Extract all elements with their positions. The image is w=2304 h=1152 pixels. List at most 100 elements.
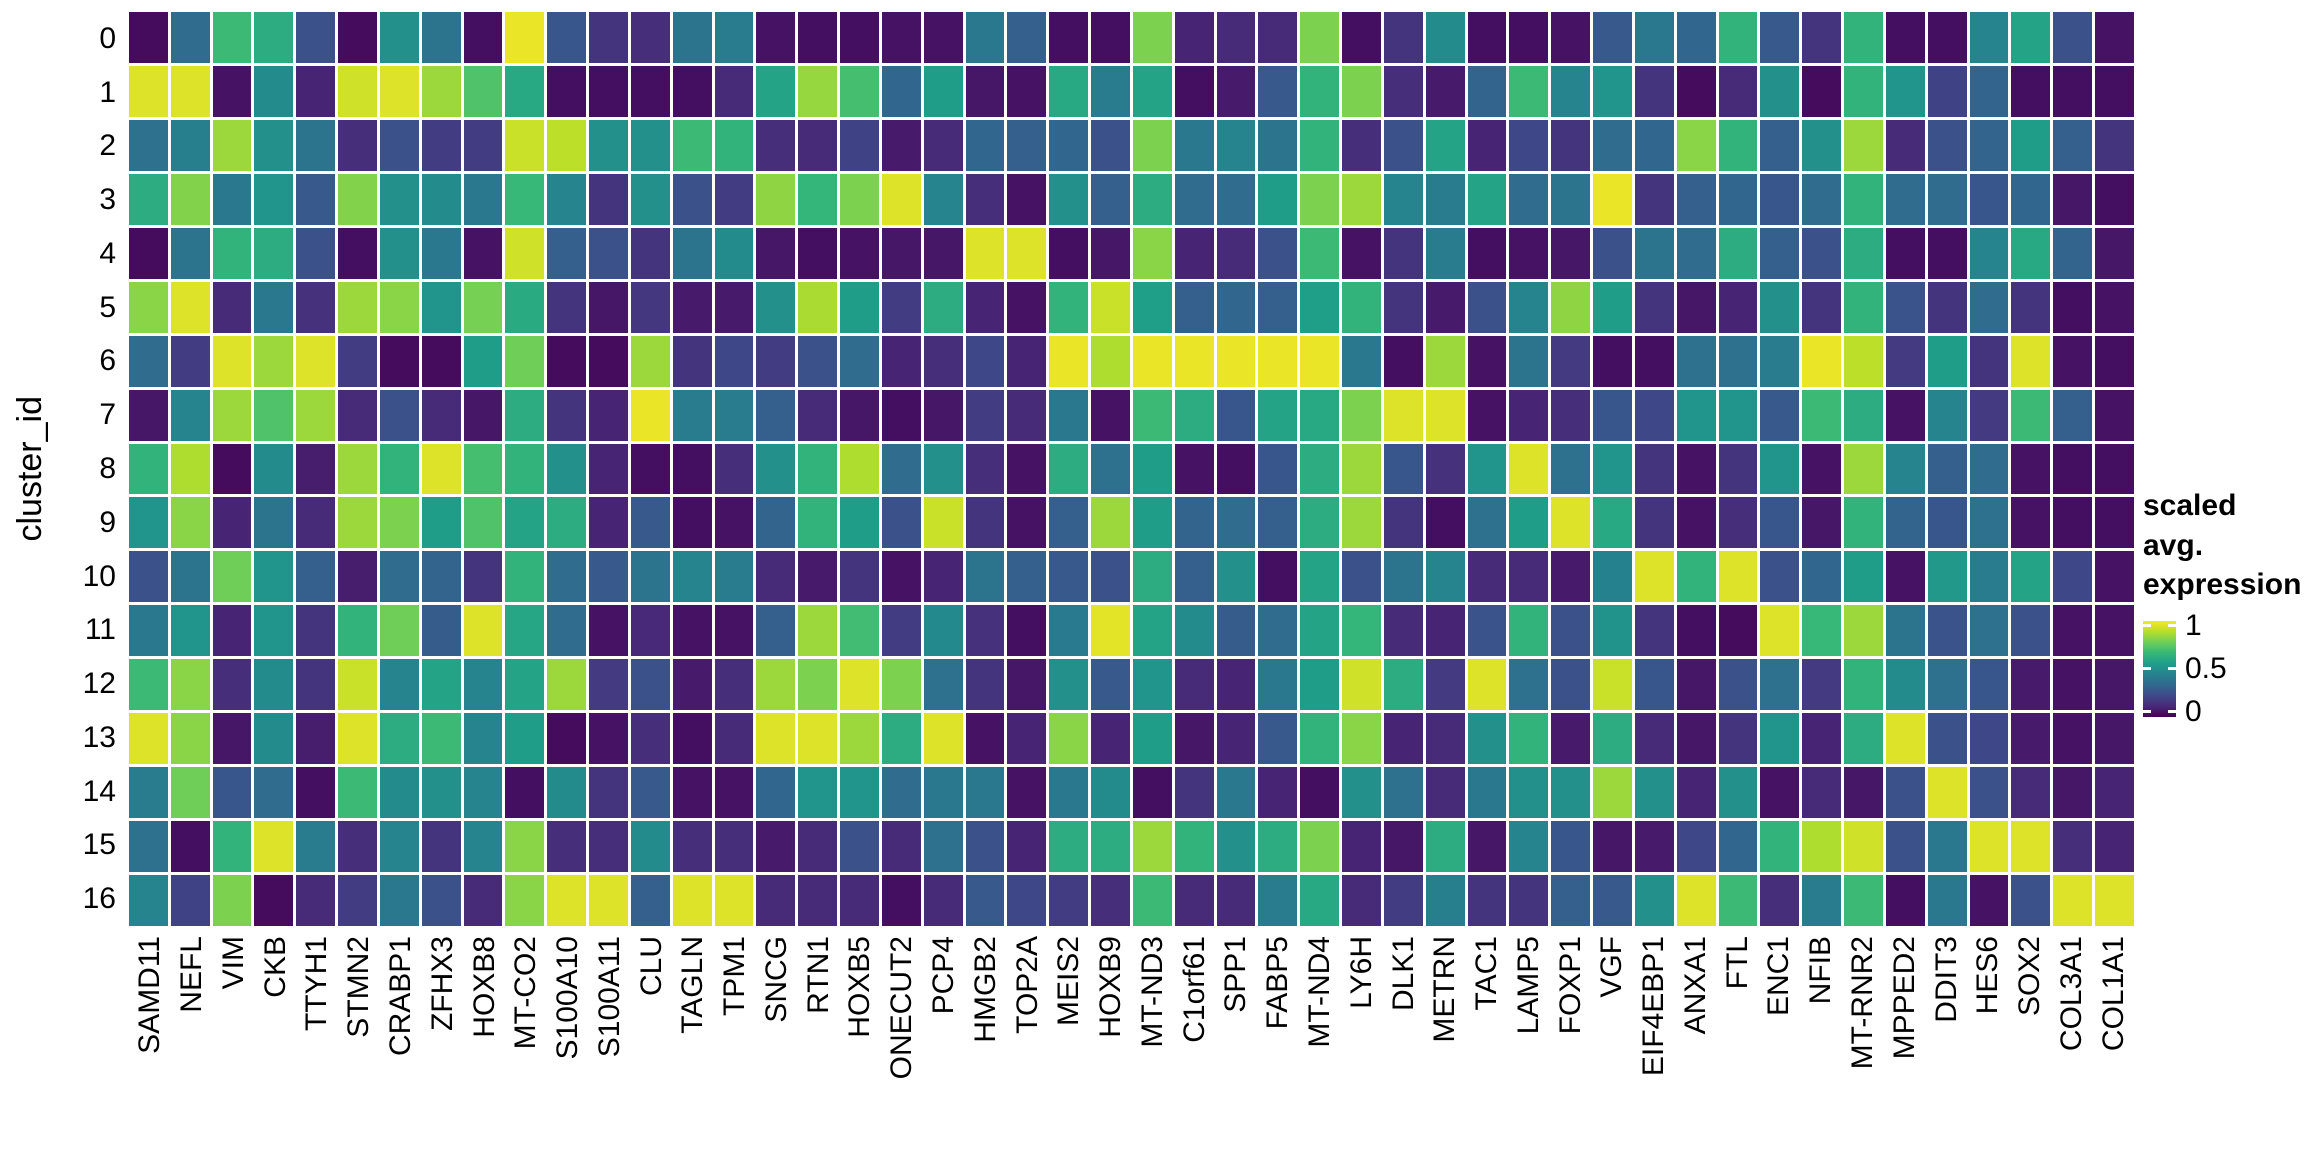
heatmap-cell <box>1969 227 2009 279</box>
heatmap-cell <box>1509 119 1549 171</box>
heatmap-cell <box>2011 227 2051 279</box>
heatmap-cell <box>505 821 545 873</box>
heatmap-cell <box>2095 767 2134 819</box>
heatmap-cell <box>1467 389 1507 441</box>
heatmap-cell <box>630 551 670 603</box>
heatmap-cell <box>923 821 963 873</box>
heatmap-cell <box>1885 443 1925 495</box>
heatmap-cell <box>1509 173 1549 225</box>
heatmap-cell <box>1216 713 1256 765</box>
heatmap-cell <box>630 119 670 171</box>
heatmap-cell <box>1425 389 1465 441</box>
heatmap-cell <box>2095 713 2134 765</box>
heatmap-cell <box>170 605 210 657</box>
heatmap-cell <box>1258 443 1298 495</box>
heatmap-cell <box>2053 875 2093 926</box>
heatmap-cell <box>672 605 712 657</box>
heatmap-cell <box>1634 821 1674 873</box>
legend-tick-mark <box>2143 624 2151 628</box>
heatmap-cell <box>1927 335 1967 387</box>
heatmap-cell <box>2053 497 2093 549</box>
heatmap-cell <box>1091 119 1130 171</box>
heatmap-cell <box>338 551 377 603</box>
heatmap-cell <box>421 443 461 495</box>
heatmap-cell <box>1467 605 1507 657</box>
heatmap-cell <box>1844 821 1883 873</box>
heatmap-cell <box>2053 12 2093 63</box>
heatmap-cell <box>505 443 545 495</box>
heatmap-cell <box>170 551 210 603</box>
heatmap-cell <box>840 659 879 711</box>
heatmap-cell <box>379 713 419 765</box>
x-tick-label: CLU <box>634 936 668 997</box>
y-tick-label: 14 <box>82 774 116 808</box>
heatmap-cell <box>1802 12 1842 63</box>
heatmap-cell <box>421 389 461 441</box>
heatmap-cell <box>756 875 796 926</box>
heatmap-cell <box>756 389 796 441</box>
heatmap-cell <box>1342 335 1381 387</box>
y-tick-label: 11 <box>84 613 116 647</box>
x-tick-label-cell: MEIS2 <box>1048 936 1090 1146</box>
x-tick-label: SOX2 <box>2013 936 2047 1017</box>
heatmap-cell <box>1551 443 1591 495</box>
heatmap-cell <box>254 65 294 117</box>
heatmap-cell <box>129 119 168 171</box>
heatmap-cell <box>1383 659 1423 711</box>
heatmap-cell <box>1300 227 1340 279</box>
heatmap-cell <box>254 605 294 657</box>
heatmap-cell <box>1049 821 1089 873</box>
heatmap-cell <box>1216 389 1256 441</box>
heatmap-cell <box>756 119 796 171</box>
heatmap-cell <box>1509 443 1549 495</box>
heatmap-cell <box>547 65 587 117</box>
x-tick-label-cell: METRN <box>1424 936 1466 1146</box>
x-tick-label-cell: RTN1 <box>797 936 839 1146</box>
heatmap-cell <box>965 443 1005 495</box>
heatmap-cell <box>505 119 545 171</box>
heatmap-cell <box>1091 875 1130 926</box>
heatmap-cell <box>1342 65 1381 117</box>
heatmap-cell <box>965 767 1005 819</box>
heatmap-cell <box>1049 875 1089 926</box>
heatmap-cell <box>1509 12 1549 63</box>
heatmap-cell <box>1425 119 1465 171</box>
heatmap-cell <box>379 443 419 495</box>
heatmap-cell <box>672 659 712 711</box>
heatmap-cell <box>1132 227 1172 279</box>
x-tick-label: ENC1 <box>1762 936 1796 1017</box>
heatmap-cell <box>1718 12 1758 63</box>
heatmap-cell <box>129 12 168 63</box>
heatmap-cell <box>1216 767 1256 819</box>
heatmap-cell <box>1091 12 1130 63</box>
heatmap-cell <box>630 12 670 63</box>
heatmap-cell <box>1760 659 1800 711</box>
x-tick-label: TPM1 <box>718 936 752 1017</box>
heatmap-cell <box>1718 443 1758 495</box>
heatmap-cell <box>1342 119 1381 171</box>
heatmap-cell <box>1007 551 1047 603</box>
heatmap-cell <box>421 605 461 657</box>
heatmap-cell <box>505 173 545 225</box>
x-tick-label-cell: HOXB8 <box>463 936 505 1146</box>
heatmap-cell <box>212 119 252 171</box>
heatmap-cell <box>923 767 963 819</box>
heatmap-cell <box>1300 821 1340 873</box>
heatmap-cell <box>923 173 963 225</box>
heatmap-cell <box>1551 335 1591 387</box>
heatmap-cell <box>421 227 461 279</box>
heatmap-cell <box>1132 119 1172 171</box>
heatmap-cell <box>2095 65 2134 117</box>
heatmap-cell <box>212 497 252 549</box>
heatmap-cell <box>1593 443 1632 495</box>
heatmap-cell <box>212 227 252 279</box>
heatmap-cell <box>1676 875 1716 926</box>
heatmap-cell <box>296 713 336 765</box>
heatmap-cell <box>630 335 670 387</box>
heatmap-cell <box>1383 12 1423 63</box>
heatmap-cell <box>1007 659 1047 711</box>
heatmap-cell <box>1885 875 1925 926</box>
heatmap-cell <box>881 551 921 603</box>
heatmap-cell <box>170 389 210 441</box>
y-tick-label: 6 <box>99 344 116 378</box>
